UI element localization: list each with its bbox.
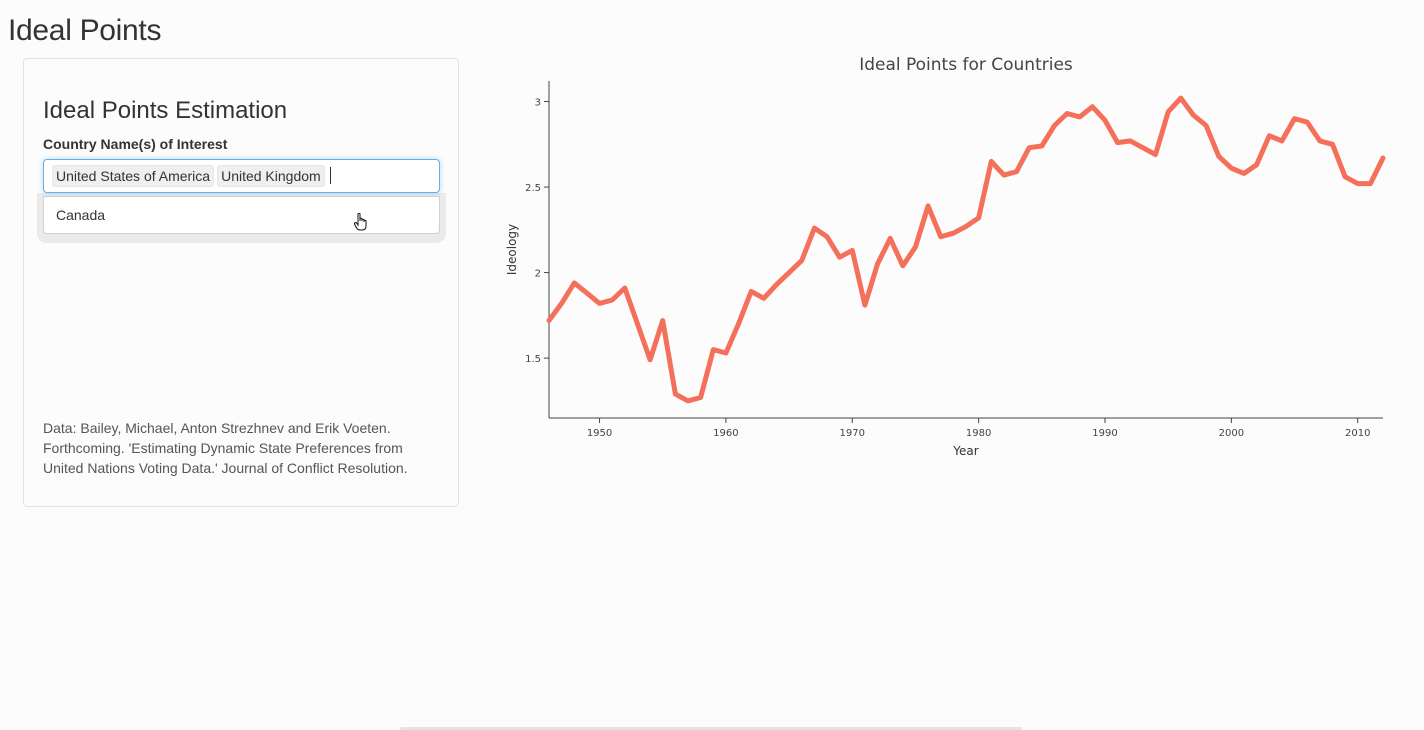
dropdown-option-canada[interactable]: Canada [56, 207, 106, 223]
data-citation: Data: Bailey, Michael, Anton Strezhnev a… [43, 420, 408, 476]
x-tick-label: 1980 [966, 428, 991, 439]
y-tick-label: 2.5 [525, 183, 541, 194]
text-caret [329, 167, 331, 184]
country-select-label: Country Name(s) of Interest [43, 136, 228, 152]
series-line [546, 95, 1386, 404]
x-axis-label: Year [952, 444, 978, 458]
sidebar-panel: Ideal Points Estimation Country Name(s) … [23, 58, 459, 507]
y-axis-label: Ideology [505, 224, 519, 275]
x-tick-label: 2010 [1345, 428, 1370, 439]
x-tick-label: 1950 [587, 428, 612, 439]
ideal-points-chart: Ideal Points for Countries 1.5 2 2.5 3 1950 19… [505, 55, 1386, 458]
x-tick-label: 1990 [1092, 428, 1117, 439]
country-select-input[interactable]: United States of America United Kingdom [43, 159, 440, 193]
country-dropdown: Canada [43, 196, 440, 234]
y-tick-label: 2 [535, 269, 541, 280]
x-tick-label: 1970 [840, 428, 865, 439]
selected-country-tag[interactable]: United Kingdom [217, 165, 325, 187]
chart-title: Ideal Points for Countries [859, 55, 1073, 75]
selected-country-tag[interactable]: United States of America [52, 165, 215, 187]
page-title: Ideal Points [8, 14, 162, 47]
x-tick-label: 2000 [1219, 428, 1244, 439]
hand-cursor-icon [354, 213, 367, 231]
horizontal-scrollbar[interactable] [400, 727, 1022, 730]
x-tick-label: 1960 [713, 428, 738, 439]
y-tick-label: 1.5 [525, 354, 541, 365]
y-tick-label: 3 [535, 98, 541, 109]
panel-heading: Ideal Points Estimation [43, 97, 288, 124]
